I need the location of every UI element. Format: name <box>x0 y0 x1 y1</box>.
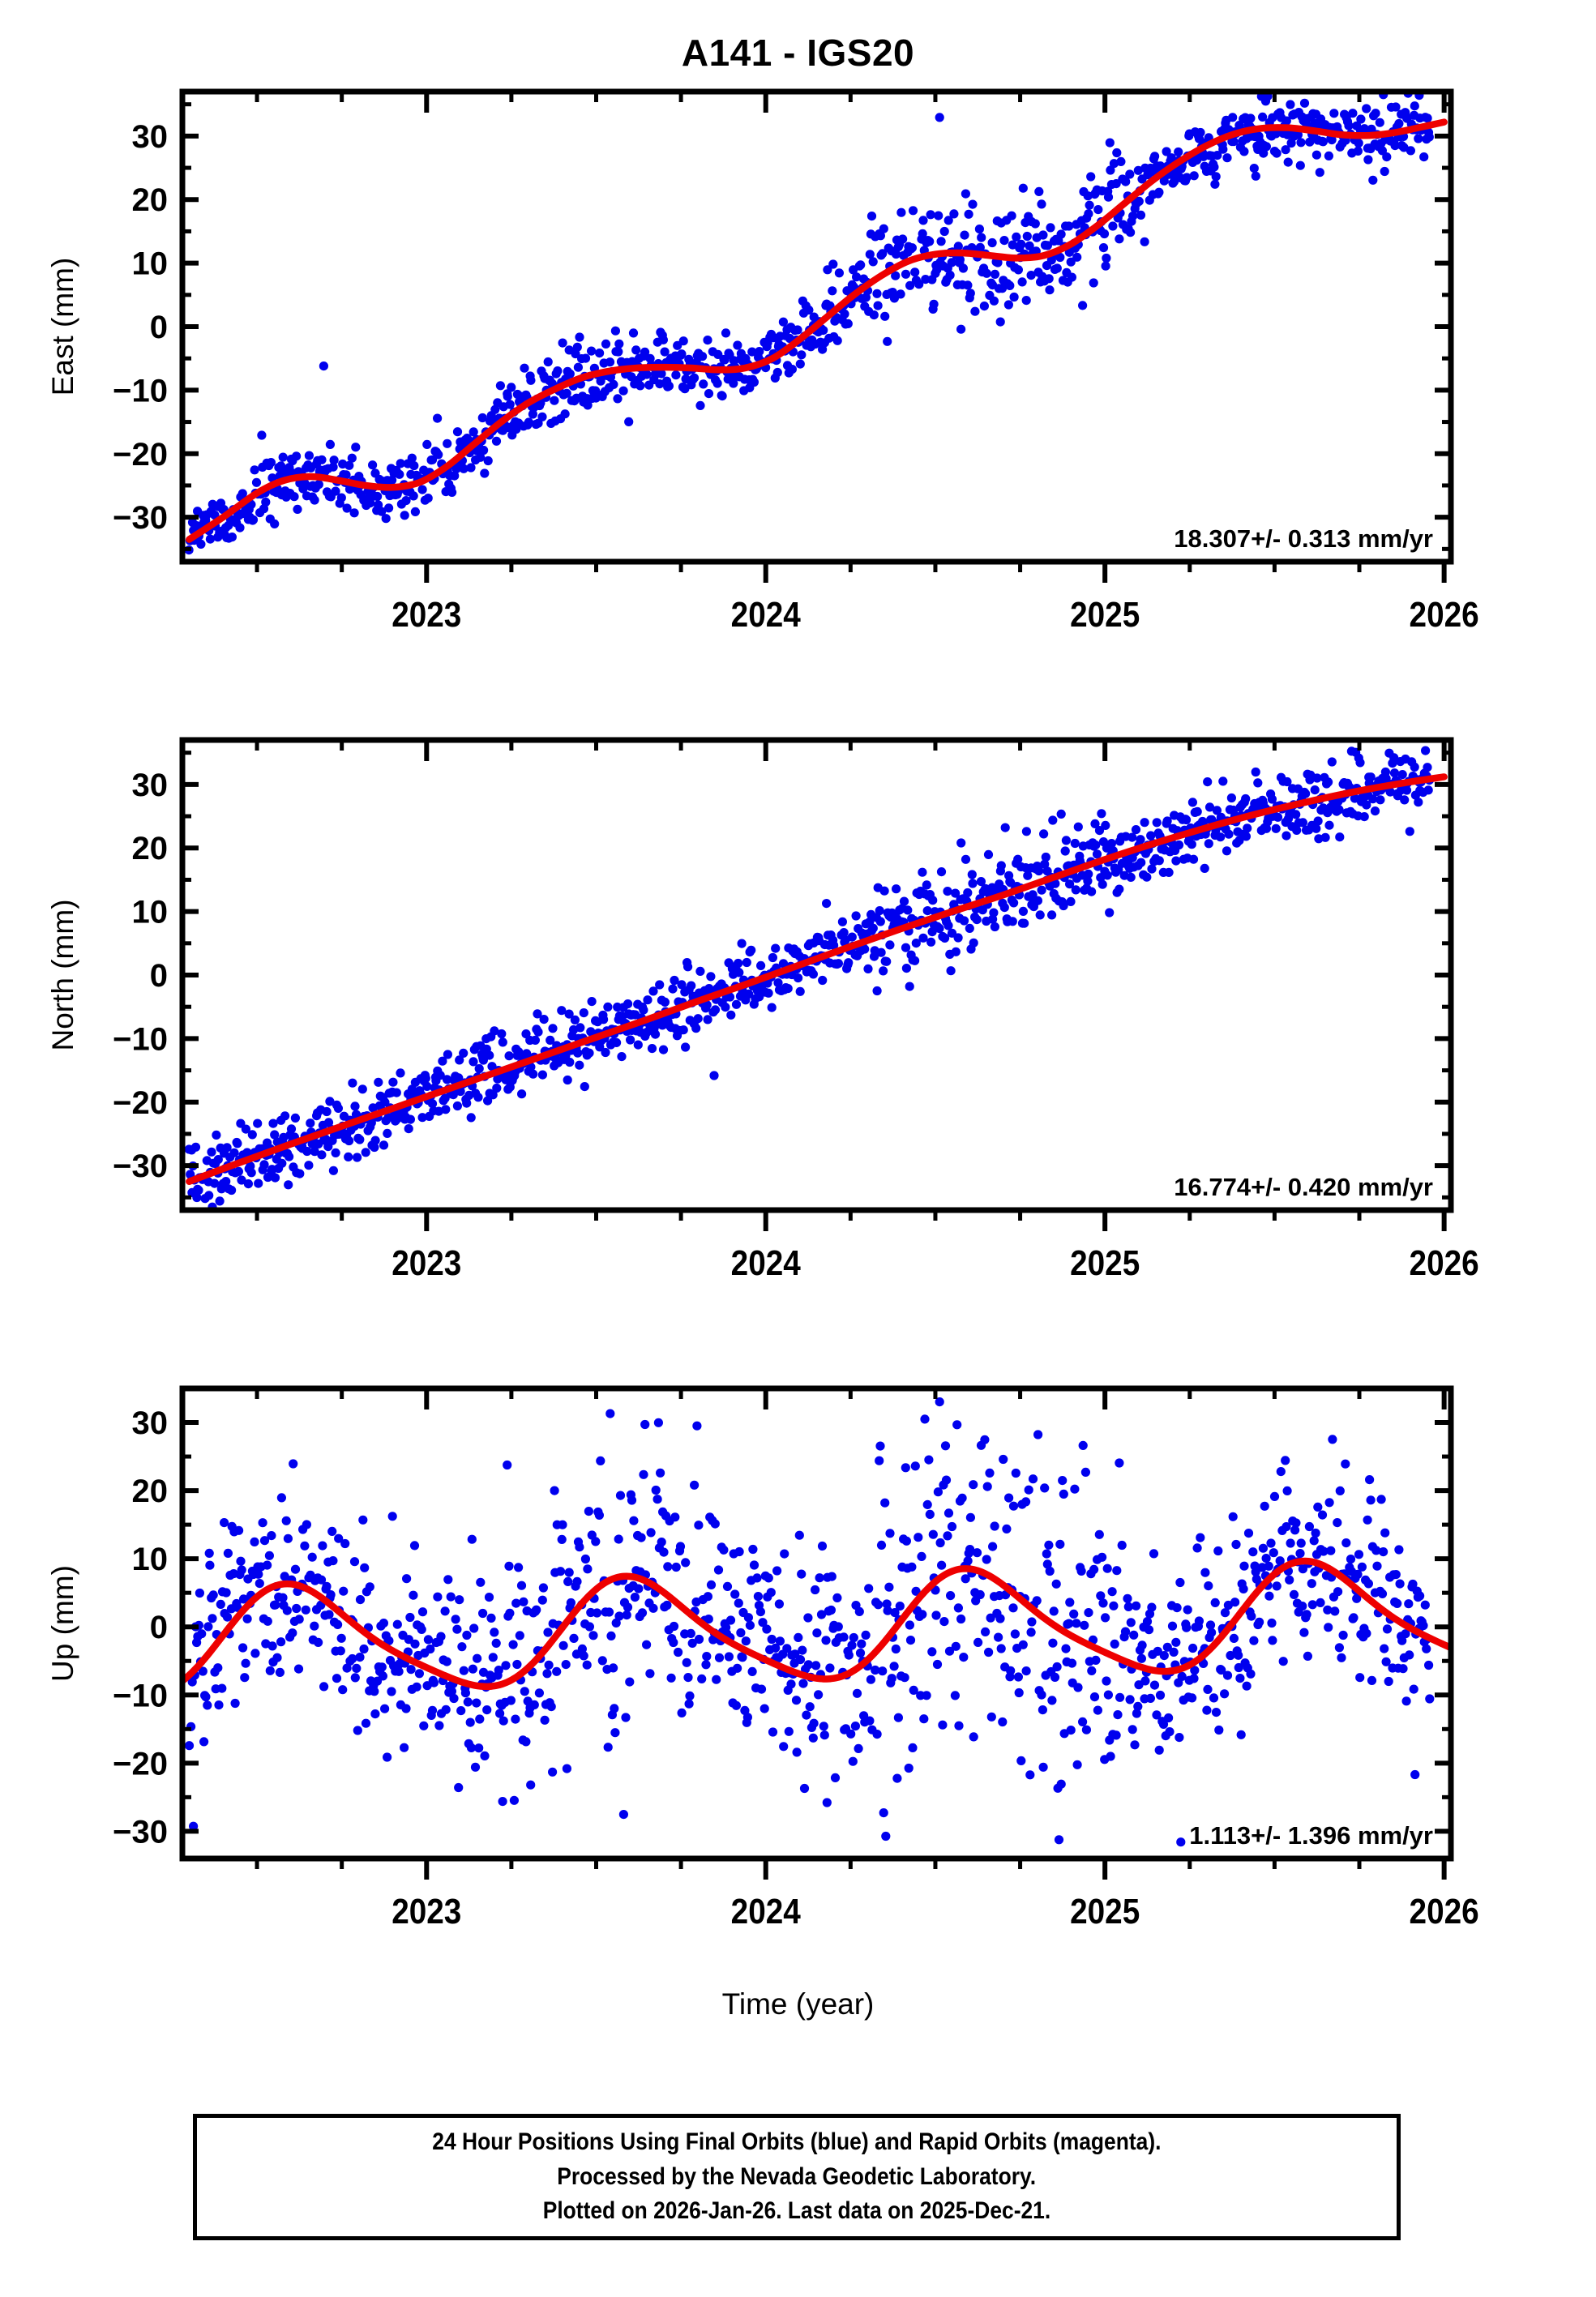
plot-north: 30 20 10 0 −10 −20 −30 2023 2024 2025 2026 16.774+/… <box>113 737 1479 1283</box>
y-axis-north: 30 20 10 0 −10 −20 −30 <box>113 751 1451 1200</box>
y-tick-label: 10 <box>132 1542 169 1577</box>
data-layer-north <box>184 746 1448 1210</box>
y-tick-label: −20 <box>113 1085 168 1121</box>
axis-frame-up <box>179 1385 1454 1862</box>
x-tick-label: 2025 <box>1070 594 1140 635</box>
x-tick-label: 2024 <box>731 594 801 635</box>
y-tick-label: −10 <box>113 1021 168 1057</box>
x-tick-label: 2023 <box>392 1243 461 1283</box>
y-tick-label: 0 <box>150 1610 168 1645</box>
rate-annotation-north: 16.774+/- 0.420 mm/yr <box>1174 1173 1433 1201</box>
y-tick-label: 0 <box>150 958 168 994</box>
y-axis-up: 30 20 10 0 −10 −20 −30 <box>113 1405 1451 1850</box>
y-tick-label: 30 <box>132 1405 169 1441</box>
x-axis-up: 2023 2024 2025 2026 <box>255 1388 1479 1931</box>
x-tick-label: 2025 <box>1070 1891 1140 1931</box>
y-tick-label: 10 <box>132 895 169 930</box>
caption-line-2: Processed by the Nevada Geodetic Laborat… <box>557 2162 1037 2190</box>
x-axis-north: 2023 2024 2025 2026 <box>255 740 1479 1283</box>
y-tick-label: 0 <box>150 310 168 345</box>
y-tick-label: −10 <box>113 373 168 408</box>
y-tick-label: 10 <box>132 246 169 282</box>
panel-east: 30 20 10 0 −10 −20 −30 2023 2024 2025 2026 18.307+/… <box>0 69 1596 717</box>
y-tick-label: −30 <box>113 1814 168 1850</box>
x-tick-label: 2026 <box>1410 594 1479 635</box>
y-axis-label-up: Up (mm) <box>46 1565 79 1682</box>
plot-up: 30 20 10 0 −10 −20 −30 2023 2024 2025 2026 1.113+/-… <box>113 1385 1479 1931</box>
y-axis-label-east: East (mm) <box>46 257 79 396</box>
rate-annotation-up: 1.113+/- 1.396 mm/yr <box>1189 1821 1433 1850</box>
data-layer-east <box>184 92 1448 555</box>
plot-east: 30 20 10 0 −10 −20 −30 2023 2024 2025 2026 18.307+/… <box>113 88 1479 635</box>
y-tick-label: 20 <box>132 831 169 866</box>
caption-line-3: Plotted on 2026-Jan-26. Last data on 202… <box>542 2197 1051 2225</box>
x-axis-label: Time (year) <box>721 1987 875 2021</box>
y-tick-label: −20 <box>113 1746 168 1782</box>
model-curve-up <box>182 1557 1451 1691</box>
x-tick-label: 2024 <box>731 1891 801 1931</box>
caption-line-1: 24 Hour Positions Using Final Orbits (bl… <box>432 2128 1162 2156</box>
x-tick-label: 2024 <box>731 1243 801 1283</box>
caption-box: 24 Hour Positions Using Final Orbits (bl… <box>193 2114 1401 2240</box>
y-axis-label-north: North (mm) <box>46 899 79 1051</box>
y-tick-label: 30 <box>132 119 169 155</box>
y-tick-label: −30 <box>113 1148 168 1184</box>
page-title: A141 - IGS20 <box>681 32 915 74</box>
panel-up: 30 20 10 0 −10 −20 −30 2023 2024 2025 2026 1.113+/-… <box>0 1366 1596 2014</box>
panel-north: 30 20 10 0 −10 −20 −30 2023 2024 2025 2026 16.774+/… <box>0 717 1596 1366</box>
x-tick-label: 2025 <box>1070 1243 1140 1283</box>
x-tick-label: 2026 <box>1410 1243 1479 1283</box>
rate-annotation-east: 18.307+/- 0.313 mm/yr <box>1174 524 1433 553</box>
y-axis-east: 30 20 10 0 −10 −20 −30 <box>113 102 1451 551</box>
x-tick-label: 2023 <box>392 594 461 635</box>
x-axis-east: 2023 2024 2025 2026 <box>255 92 1479 635</box>
model-curve-east <box>186 118 1448 543</box>
y-tick-label: 30 <box>132 768 169 803</box>
x-tick-label: 2023 <box>392 1891 461 1931</box>
y-tick-label: 20 <box>132 1474 169 1509</box>
y-tick-label: −20 <box>113 437 168 473</box>
data-layer-up <box>182 1397 1451 1847</box>
x-tick-label: 2026 <box>1410 1891 1479 1931</box>
y-tick-label: 20 <box>132 182 169 218</box>
y-tick-label: −10 <box>113 1678 168 1713</box>
y-tick-label: −30 <box>113 500 168 536</box>
model-curve-north <box>186 773 1448 1185</box>
